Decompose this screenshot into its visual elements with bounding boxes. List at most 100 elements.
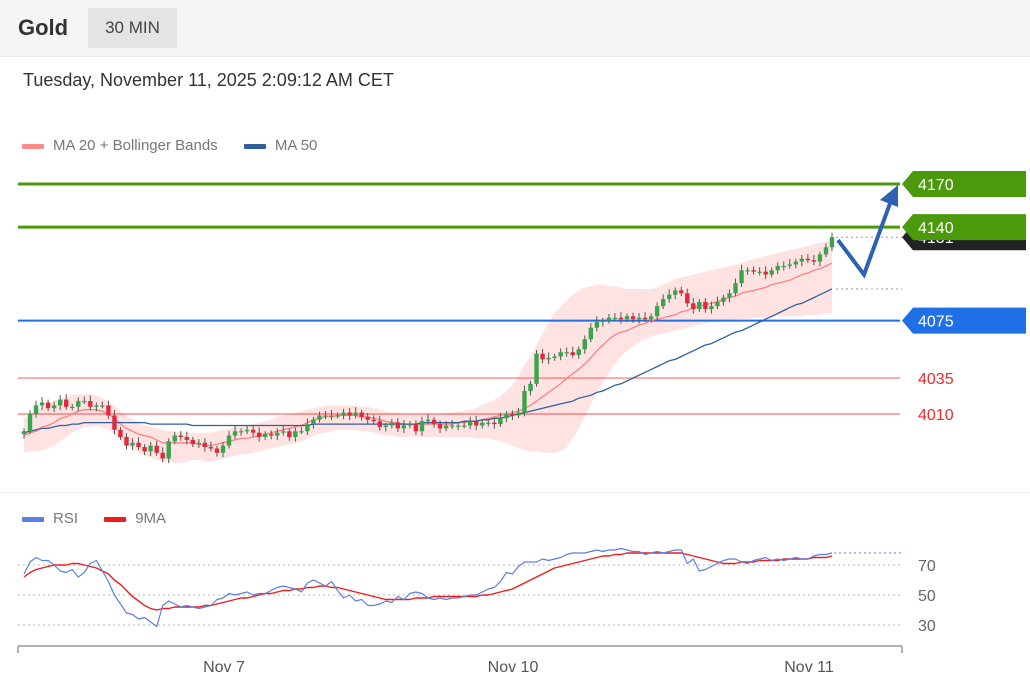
candle-body [715,301,720,307]
candle-body [829,237,835,248]
candle-body [763,271,768,275]
candle-body [262,434,268,437]
candle-body [691,303,696,310]
candle-body [733,283,738,294]
rsi-legend: RSI 9MA [22,510,188,527]
candle-body [757,271,762,273]
candle-body [160,452,165,459]
level-tag-4170-text: 4170 [918,177,954,194]
level-tag-4075-shape [902,307,1026,334]
candle-body [787,264,792,266]
level-label-4035: 4035 [918,371,954,388]
x-tick-label: Nov 11 [784,659,834,676]
top-bar: Gold 30 MIN [0,0,1030,57]
candle-body [823,247,829,255]
rsi-line [23,547,833,628]
candle-body [660,299,666,307]
candle-body [516,412,521,416]
candle-body [673,290,678,295]
candle-body [449,425,455,427]
legend-swatch-rsi [22,516,44,522]
candle-body [685,293,690,304]
candle-body [425,419,431,422]
candle-body [317,415,322,420]
candle-body [244,429,250,432]
candle-body [419,421,425,432]
candle-body [196,442,202,445]
x-tick-label: Nov 7 [203,659,245,676]
candle-body [781,265,786,268]
candle-body [365,416,370,420]
candle-body [82,401,87,403]
candle-body [474,421,479,426]
candle-body [528,383,533,391]
candle-body [27,414,33,432]
level-tag-4140-text: 4140 [918,220,954,237]
candle-body [76,401,81,407]
pane-divider [0,492,1030,493]
legend-swatch-ma20 [22,143,44,149]
candle-body [431,419,437,425]
symbol-title: Gold [18,15,69,40]
candle-body [570,352,575,356]
candle-body [142,447,147,452]
level-tag-4140-shape [902,214,1026,241]
candle-body [45,402,51,409]
candle-body [178,435,183,437]
rsi-tick-70: 70 [918,558,936,575]
legend-swatch-ma50 [243,143,266,149]
candle-body [202,442,208,448]
candle-body [124,437,129,446]
candle-body [112,415,117,430]
candle-body [468,421,473,426]
candle-body [395,422,401,429]
candle-body [389,422,395,426]
candle-body [118,429,123,437]
candle-body [709,306,714,310]
candle-body [697,301,702,310]
candle-body [522,391,527,413]
candle-body [745,270,750,272]
rsi-tick-30: 30 [918,618,936,635]
candle-body [208,447,214,449]
timestamp: Tuesday, November 11, 2025 2:09:12 AM CE… [23,70,394,90]
legend-swatch-9ma [104,516,127,522]
candle-body [612,317,618,319]
candle-body [130,442,135,446]
x-tick-label: Nov 10 [488,659,539,676]
candle-body [600,320,606,322]
candle-body [293,431,298,437]
candle-body [323,415,328,417]
legend-item-ma50: MA 50 [243,137,317,154]
candle-body [220,445,226,453]
candle-body [805,258,811,261]
candle-body [401,425,407,429]
candle-body [172,435,177,442]
candle-body [455,425,461,427]
timeframe-button[interactable]: 30 MIN [88,8,177,48]
candle-body [39,402,45,406]
main-legend: MA 20 + Bollinger Bands MA 50 [22,137,339,154]
candle-body [21,431,27,435]
candle-body [232,431,238,436]
candle-body [679,290,684,294]
candle-body [305,424,310,432]
rsi-tick-50: 50 [918,588,936,605]
candle-body [106,405,111,416]
level-tag-4170-shape [902,171,1026,197]
candle-body [214,448,220,453]
candle-body [443,425,449,429]
candle-body [654,306,660,317]
candles [21,232,835,464]
candle-body [347,412,352,416]
candle-body [540,353,545,360]
candle-body [492,422,497,425]
candle-body [817,254,823,262]
candle-body [727,293,732,298]
candle-body [311,419,316,425]
candle-body [148,445,153,452]
candle-body [437,424,443,429]
candle-body [642,317,648,320]
candle-body [486,422,491,424]
legend-label-ma20: MA 20 + Bollinger Bands [53,137,218,154]
